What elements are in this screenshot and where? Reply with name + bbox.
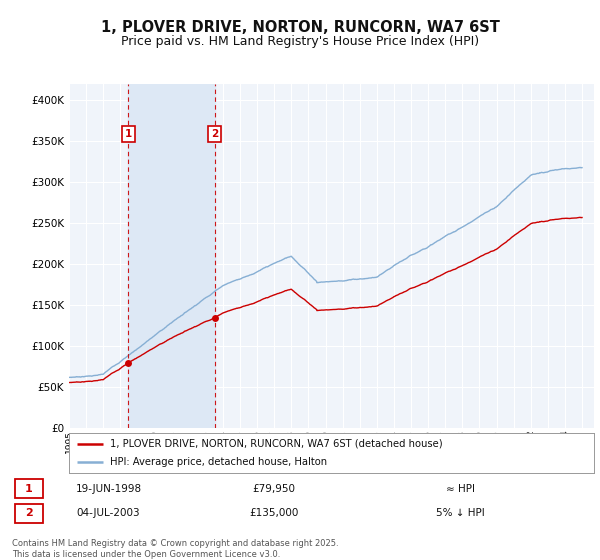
Text: 5% ↓ HPI: 5% ↓ HPI: [436, 508, 485, 518]
Text: 1: 1: [125, 129, 132, 139]
Text: 04-JUL-2003: 04-JUL-2003: [76, 508, 140, 518]
Text: £79,950: £79,950: [253, 484, 295, 494]
FancyBboxPatch shape: [15, 503, 43, 523]
Text: Contains HM Land Registry data © Crown copyright and database right 2025.
This d: Contains HM Land Registry data © Crown c…: [12, 539, 338, 559]
Bar: [128, 84, 215, 428]
Text: £135,000: £135,000: [249, 508, 299, 518]
Text: 2: 2: [211, 129, 218, 139]
Text: 19-JUN-1998: 19-JUN-1998: [76, 484, 142, 494]
Text: 1: 1: [25, 484, 33, 494]
Text: Price paid vs. HM Land Registry's House Price Index (HPI): Price paid vs. HM Land Registry's House …: [121, 35, 479, 48]
Text: 2: 2: [25, 508, 33, 518]
FancyBboxPatch shape: [15, 479, 43, 498]
Text: ≈ HPI: ≈ HPI: [446, 484, 475, 494]
Text: 1, PLOVER DRIVE, NORTON, RUNCORN, WA7 6ST: 1, PLOVER DRIVE, NORTON, RUNCORN, WA7 6S…: [101, 20, 499, 35]
Text: 1, PLOVER DRIVE, NORTON, RUNCORN, WA7 6ST (detached house): 1, PLOVER DRIVE, NORTON, RUNCORN, WA7 6S…: [110, 439, 443, 449]
Text: HPI: Average price, detached house, Halton: HPI: Average price, detached house, Halt…: [110, 458, 327, 467]
